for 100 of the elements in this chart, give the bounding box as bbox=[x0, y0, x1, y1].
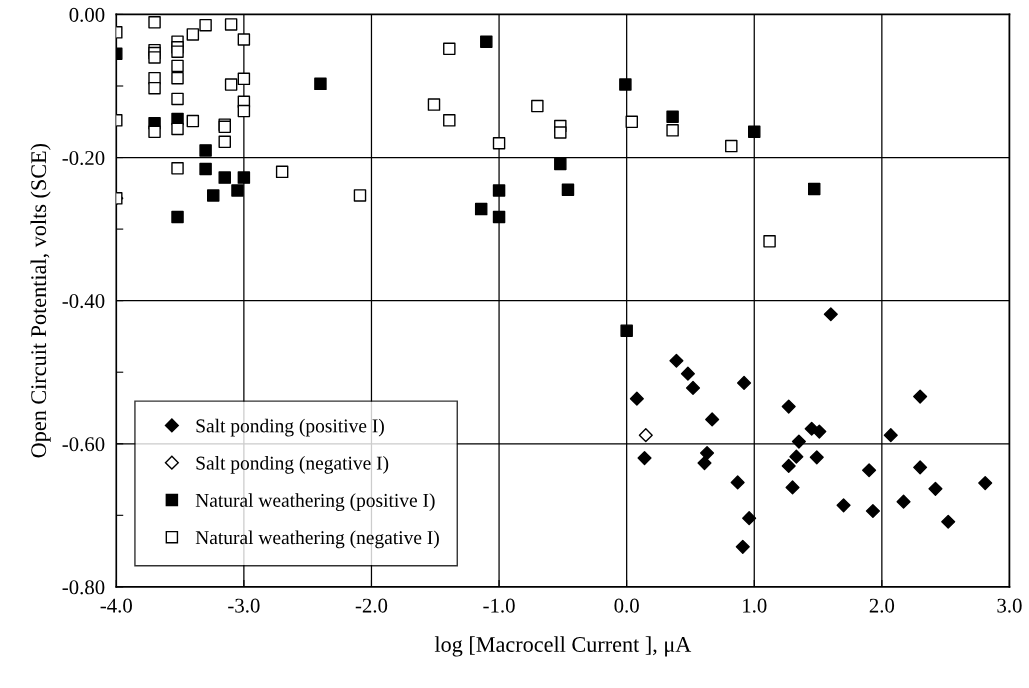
point bbox=[629, 391, 644, 406]
point bbox=[492, 184, 506, 197]
point bbox=[186, 114, 200, 128]
point bbox=[531, 99, 544, 113]
point bbox=[148, 16, 161, 29]
point bbox=[171, 162, 184, 175]
point bbox=[883, 428, 898, 443]
y-tick-label: -0.60 bbox=[62, 437, 105, 452]
legend-label: Natural weathering (positive I) bbox=[195, 493, 435, 511]
x-tick-label: 0.0 bbox=[614, 598, 639, 613]
point bbox=[697, 456, 712, 471]
point bbox=[171, 71, 184, 85]
point bbox=[789, 449, 804, 464]
legend-label: Salt ponding (negative I) bbox=[196, 456, 389, 474]
point bbox=[443, 114, 456, 127]
point bbox=[823, 307, 838, 322]
point bbox=[148, 125, 161, 139]
point bbox=[638, 428, 653, 443]
x-tick-label: 1.0 bbox=[743, 598, 767, 613]
point bbox=[619, 78, 632, 91]
point bbox=[763, 235, 776, 248]
legend-label: Natural weathering (negative I) bbox=[195, 530, 439, 549]
point bbox=[625, 115, 639, 129]
point bbox=[148, 51, 161, 64]
point bbox=[896, 494, 911, 509]
point bbox=[913, 389, 928, 404]
point bbox=[809, 450, 824, 465]
legend-label: Salt ponding (positive I) bbox=[196, 418, 384, 437]
point bbox=[492, 136, 506, 150]
x-tick-label: -1.0 bbox=[483, 598, 515, 613]
point bbox=[978, 476, 993, 491]
x-tick-label: 2.0 bbox=[869, 598, 895, 613]
x-tick-label: -3.0 bbox=[228, 598, 260, 613]
point bbox=[237, 33, 251, 46]
point bbox=[171, 59, 184, 73]
point bbox=[699, 446, 715, 461]
point bbox=[171, 122, 184, 136]
point bbox=[742, 511, 757, 526]
point bbox=[666, 124, 679, 137]
point bbox=[218, 171, 231, 184]
y-tick-label: 0.00 bbox=[69, 7, 105, 22]
point bbox=[199, 18, 212, 32]
point bbox=[836, 498, 851, 513]
x-tick-label: -2.0 bbox=[355, 598, 388, 613]
y-tick-label: -0.80 bbox=[62, 580, 105, 595]
point bbox=[705, 412, 720, 427]
point bbox=[231, 184, 244, 197]
point bbox=[237, 171, 251, 184]
point bbox=[199, 162, 212, 176]
point bbox=[680, 366, 695, 381]
point bbox=[474, 202, 488, 216]
y-axis-title: Open Circuit Potential, volts (SCE) bbox=[30, 143, 51, 458]
point bbox=[480, 35, 493, 48]
point bbox=[791, 434, 806, 449]
point bbox=[685, 380, 701, 396]
y-tick-label: -0.40 bbox=[62, 294, 105, 309]
point bbox=[554, 157, 567, 171]
point bbox=[314, 77, 327, 91]
x-tick-label: -4.0 bbox=[100, 598, 132, 613]
point bbox=[237, 72, 251, 86]
point bbox=[725, 139, 738, 153]
point bbox=[561, 183, 575, 197]
point bbox=[148, 81, 161, 95]
point bbox=[928, 481, 943, 496]
x-tick-label: 3.0 bbox=[997, 598, 1022, 613]
point bbox=[620, 324, 633, 337]
point bbox=[224, 78, 238, 91]
point bbox=[224, 18, 238, 31]
point bbox=[748, 125, 761, 139]
point bbox=[427, 98, 441, 111]
point bbox=[443, 42, 456, 56]
point bbox=[637, 451, 652, 466]
point bbox=[862, 463, 877, 478]
x-axis-title: log [Macrocell Current ], μA bbox=[434, 636, 692, 657]
point bbox=[171, 45, 184, 58]
point bbox=[492, 210, 506, 224]
point bbox=[735, 539, 750, 554]
point bbox=[218, 135, 231, 149]
point bbox=[730, 475, 745, 490]
point bbox=[275, 165, 289, 179]
point bbox=[781, 458, 796, 474]
point bbox=[353, 189, 367, 202]
point bbox=[807, 182, 821, 196]
point bbox=[186, 28, 200, 41]
point bbox=[669, 353, 684, 368]
point bbox=[237, 104, 251, 118]
y-tick-label: -0.20 bbox=[62, 150, 105, 166]
point bbox=[199, 144, 212, 157]
point bbox=[171, 210, 184, 224]
point bbox=[781, 399, 796, 414]
point bbox=[666, 110, 679, 124]
point bbox=[812, 424, 827, 439]
point bbox=[913, 460, 928, 475]
point bbox=[865, 503, 880, 519]
point bbox=[785, 480, 800, 495]
point bbox=[206, 189, 220, 202]
point bbox=[736, 375, 752, 390]
point bbox=[554, 126, 567, 139]
point bbox=[941, 514, 956, 529]
point bbox=[171, 92, 184, 106]
